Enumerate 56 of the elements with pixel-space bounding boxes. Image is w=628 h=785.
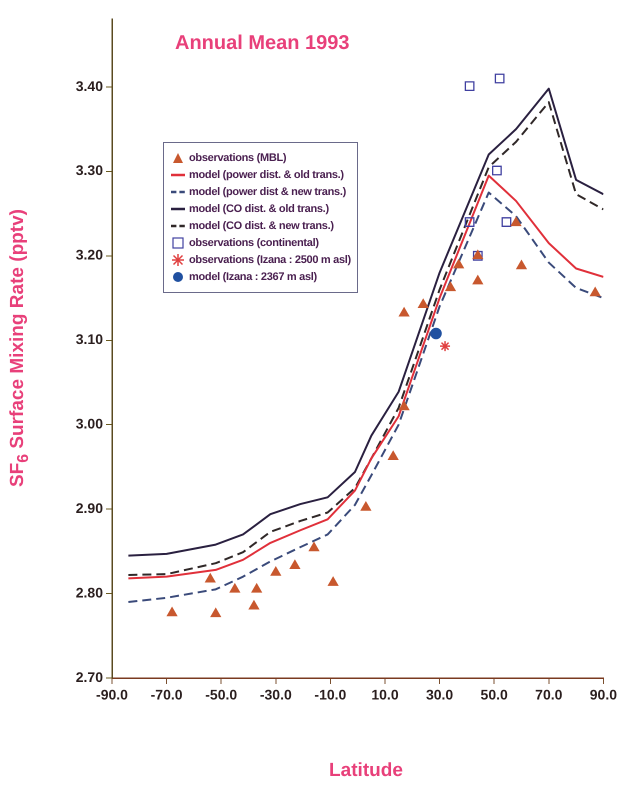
point [388,451,398,460]
x-tick-label: 30.0 [426,686,454,702]
y-tick-label: 2.70 [76,668,104,685]
point [492,166,502,176]
x-tick-label: 50.0 [480,686,508,702]
point [454,259,464,268]
x-axis-title: Latitude [329,760,403,782]
point [494,74,505,84]
point [472,275,483,284]
point [248,600,260,610]
point [205,573,216,582]
y-tick-label: 3.00 [76,416,104,432]
point [210,608,221,618]
point [590,287,600,296]
legend-label: model (power dist & new trans.) [189,185,346,199]
y-tick-label: 3.10 [76,331,104,348]
x-tick-label: -70.0 [150,686,183,702]
point [270,566,281,576]
point [308,542,320,552]
x-tick-label: -30.0 [260,686,292,702]
point [399,307,410,316]
legend-label: observations (MBL) [189,151,286,165]
legend-label: model (CO dist. & new trans.) [189,219,334,233]
point [445,282,456,292]
point [360,502,371,511]
x-tick-label: 10.0 [371,686,399,702]
legend-label: observations (Izana : 2500 m asl) [189,253,351,267]
y-tick-label: 2.80 [76,584,104,600]
legend-label: observations (continental) [189,236,319,250]
point [166,607,178,616]
point [430,328,442,340]
y-tick-label: 2.90 [76,500,104,516]
point [399,401,410,410]
x-tick-label: 70.0 [535,686,563,702]
point [290,560,300,569]
x-tick-label: -50.0 [205,686,238,702]
y-tick-label: 3.20 [76,246,104,263]
x-tick-label: -10.0 [314,686,347,702]
y-tick-label: 3.30 [76,162,104,178]
point [418,299,428,308]
y-tick-label: 3.40 [76,78,104,94]
x-tick-label: 90.0 [590,686,618,702]
text: Annual Mean 1993 [175,32,350,55]
point [516,260,527,270]
legend-label: model (CO dist. & old trans.) [189,202,329,216]
point [502,217,512,227]
legend-label: model (power dist. & old trans.) [189,168,344,182]
point [439,340,451,352]
point [464,81,475,91]
point [230,584,240,593]
point [464,217,475,227]
legend-label: model (Izana : 2367 m asl) [189,270,317,284]
point [252,584,262,593]
point [510,217,522,226]
point [328,576,338,586]
x-tick-label: -90.0 [96,686,128,702]
